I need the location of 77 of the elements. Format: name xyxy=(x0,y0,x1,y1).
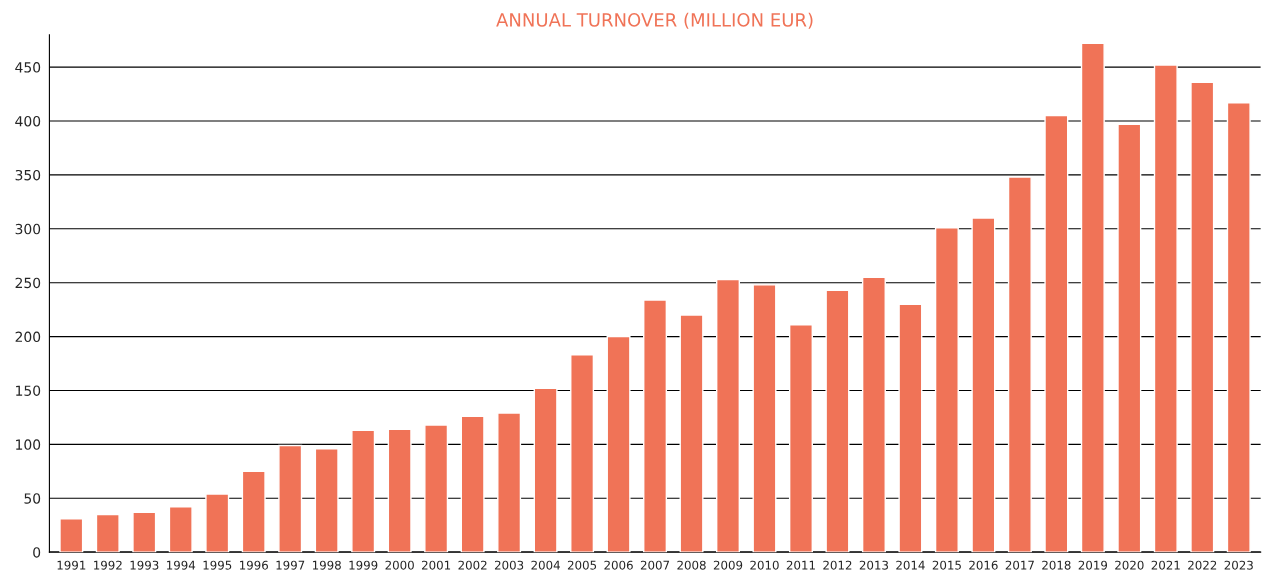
x-tick-label: 1991 xyxy=(57,560,86,570)
x-tick-label: 2001 xyxy=(421,560,451,570)
bar xyxy=(278,444,303,553)
x-tick-label: 2015 xyxy=(932,560,961,570)
x-tick-label: 1994 xyxy=(167,560,196,570)
bar xyxy=(1190,81,1215,553)
bar xyxy=(168,506,193,553)
x-tick-label: 1992 xyxy=(94,560,122,570)
bar xyxy=(643,299,668,553)
bar xyxy=(788,324,813,553)
bar xyxy=(570,354,595,553)
bar xyxy=(59,518,84,553)
bar xyxy=(95,513,120,553)
bar xyxy=(205,493,230,553)
bar xyxy=(825,289,850,553)
bar xyxy=(716,278,741,553)
y-tick-label: 300 xyxy=(15,223,41,235)
bar xyxy=(1117,123,1142,553)
x-tick-label: 1995 xyxy=(203,560,232,570)
bar xyxy=(1044,114,1069,553)
x-tick-label: 2021 xyxy=(1151,560,1180,570)
bar xyxy=(1080,42,1105,553)
bar xyxy=(606,335,631,553)
x-tick-label: 2005 xyxy=(567,560,597,570)
x-tick-label: 2003 xyxy=(494,560,524,570)
x-tick-label: 2007 xyxy=(640,560,670,570)
bar xyxy=(1007,176,1032,553)
x-tick-label: 2013 xyxy=(859,560,889,570)
x-tick-label: 2017 xyxy=(1005,560,1034,570)
bar xyxy=(314,447,339,553)
chart-title: ANNUAL TURNOVER (MILLION EUR) xyxy=(496,12,813,29)
x-tick-label: 2014 xyxy=(896,560,925,570)
y-tick-label: 100 xyxy=(16,439,41,450)
x-tick-label: 2011 xyxy=(786,560,815,570)
bar xyxy=(132,511,157,553)
x-tick-label: 2018 xyxy=(1042,560,1071,570)
x-tick-label: 2023 xyxy=(1224,560,1253,570)
bar xyxy=(387,428,412,553)
x-tick-label: 2009 xyxy=(713,560,743,570)
bar xyxy=(533,387,558,553)
x-tick-label: 2020 xyxy=(1115,560,1144,570)
x-tick-label: 2000 xyxy=(385,560,414,570)
x-tick-label: 2002 xyxy=(458,560,487,570)
x-tick-label: 2004 xyxy=(531,560,560,570)
bar xyxy=(752,284,777,553)
bar xyxy=(351,429,376,553)
bar xyxy=(898,303,923,553)
bar xyxy=(497,412,522,553)
x-tick-label: 2012 xyxy=(823,560,852,570)
bar xyxy=(460,415,485,553)
x-tick-label: 1997 xyxy=(276,560,305,570)
y-tick-label: 200 xyxy=(15,331,41,343)
bar xyxy=(679,314,704,553)
x-tick-label: 2006 xyxy=(604,560,633,570)
x-tick-label: 2019 xyxy=(1078,560,1108,570)
y-tick-label: 450 xyxy=(15,62,41,73)
bar xyxy=(241,470,266,553)
bar xyxy=(971,217,996,553)
y-tick-label: 0 xyxy=(33,547,41,558)
y-tick-label: 400 xyxy=(15,116,41,127)
bar xyxy=(424,424,449,553)
x-tick-label: 1993 xyxy=(130,560,159,570)
x-tick-label: 2016 xyxy=(969,560,998,570)
y-tick-label: 50 xyxy=(24,493,41,504)
bar xyxy=(1226,102,1251,553)
y-tick-label: 250 xyxy=(15,277,41,289)
x-tick-label: 2022 xyxy=(1188,560,1217,570)
x-tick-label: 1999 xyxy=(349,560,378,570)
y-tick-label: 350 xyxy=(15,169,41,181)
bar xyxy=(934,227,959,553)
y-tick-label: 150 xyxy=(16,385,41,396)
x-tick-label: 2010 xyxy=(750,560,779,570)
bar xyxy=(1153,64,1178,553)
x-tick-label: 2008 xyxy=(677,560,706,570)
x-tick-label: 1998 xyxy=(312,560,341,570)
bar xyxy=(861,276,886,553)
x-tick-label: 1996 xyxy=(239,560,268,570)
